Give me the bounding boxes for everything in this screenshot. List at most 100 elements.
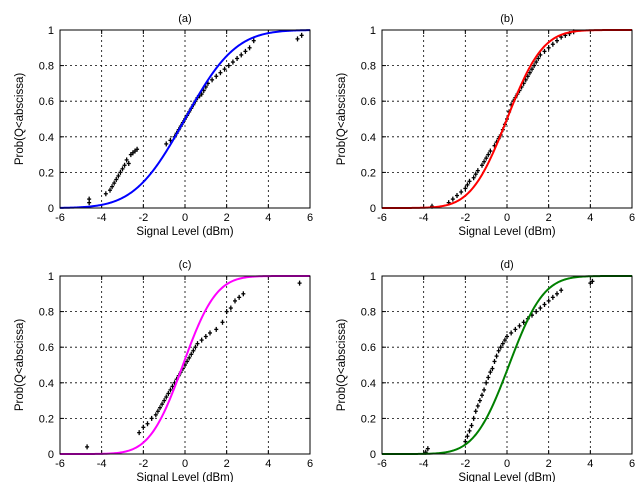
data-point	[162, 398, 167, 404]
data-point	[112, 180, 117, 186]
data-point	[103, 191, 108, 197]
data-point	[546, 298, 551, 304]
data-point	[538, 52, 543, 58]
data-point	[228, 305, 233, 311]
x-tick-label: 2	[546, 458, 552, 470]
data-point	[170, 383, 175, 389]
y-tick-label: 0.2	[39, 413, 54, 425]
data-point	[486, 152, 491, 158]
data-point	[133, 148, 137, 154]
data-point	[118, 169, 123, 175]
data-point	[555, 291, 559, 297]
data-point	[189, 351, 194, 357]
y-tick-label: 0.6	[361, 342, 376, 354]
y-tick-label: 0.2	[361, 413, 376, 425]
data-point	[484, 380, 489, 386]
data-point	[214, 73, 219, 79]
x-tick-label: 4	[265, 212, 271, 224]
data-point	[480, 162, 484, 168]
data-point	[220, 319, 225, 325]
data-point	[141, 424, 146, 430]
x-tick-label: 6	[629, 212, 635, 224]
data-point	[517, 323, 522, 329]
x-tick-label: -4	[97, 212, 107, 224]
y-tick-label: 0.2	[361, 167, 376, 179]
y-tick-label: 0	[370, 449, 376, 461]
panel-b: -6 -4 -2 0 2 4 6 0 0.2 0.4 0.6 0.8 1 (b) Signal Level …	[336, 13, 635, 238]
x-tick-label: -6	[55, 458, 65, 470]
data-point	[482, 159, 487, 165]
data-point	[465, 433, 470, 439]
data-point	[509, 330, 514, 336]
data-point	[237, 294, 242, 300]
data-point	[490, 366, 495, 372]
data-point	[538, 305, 543, 311]
data-point	[536, 55, 541, 61]
data-point	[477, 398, 482, 404]
x-tick-label: -6	[377, 212, 387, 224]
data-point	[122, 162, 127, 168]
data-point	[135, 146, 140, 152]
y-tick-label: 0.8	[39, 61, 54, 73]
x-tick-label: -2	[460, 212, 470, 224]
data-point	[208, 330, 212, 336]
data-point	[166, 390, 171, 396]
axes-frame	[381, 275, 633, 455]
data-point	[463, 439, 468, 445]
panel-title: (c)	[179, 259, 192, 271]
data-point	[149, 415, 154, 421]
data-point	[193, 344, 198, 350]
data-point	[488, 148, 493, 154]
y-axis-label: Prob(Q<abscissa)	[336, 319, 348, 412]
data-point	[137, 430, 142, 436]
data-point	[455, 193, 459, 199]
x-tick-label: -4	[419, 458, 429, 470]
y-axis-label: Prob(Q<abscissa)	[14, 73, 26, 166]
data-point	[187, 355, 192, 361]
panel-c: -6 -4 -2 0 2 4 6 0 0.2 0.4 0.6 0.8 1 (c) Signal Level …	[14, 259, 313, 482]
x-axis-label: Signal Level (dBm)	[136, 226, 233, 238]
y-tick-label: 0.8	[361, 61, 376, 73]
x-tick-label: -2	[138, 212, 148, 224]
x-tick-label: 0	[504, 458, 510, 470]
x-tick-label: 2	[224, 212, 230, 224]
y-tick-label: 0.4	[361, 132, 376, 144]
data-point	[210, 77, 215, 83]
x-tick-label: 2	[224, 458, 230, 470]
data-point	[158, 405, 162, 411]
data-point	[128, 152, 133, 158]
x-tick-label: 0	[182, 458, 188, 470]
x-tick-label: -4	[97, 458, 107, 470]
data-point	[542, 301, 547, 307]
data-point	[502, 337, 507, 343]
data-point	[241, 291, 246, 297]
data-point	[475, 168, 480, 174]
y-axis-label: Prob(Q<abscissa)	[14, 319, 26, 412]
y-tick-label: 0.4	[361, 378, 376, 390]
data-point	[153, 412, 158, 418]
data-point	[471, 415, 476, 421]
data-point	[473, 171, 478, 177]
y-tick-label: 1	[48, 25, 54, 37]
x-tick-label: 0	[182, 212, 188, 224]
data-point	[251, 38, 256, 44]
axes-frame	[59, 275, 311, 455]
data-point	[467, 428, 472, 434]
panel-d: -6 -4 -2 0 2 4 6 0 0.2 0.4 0.6 0.8 1 (d) Signal Level …	[336, 259, 635, 482]
data-point	[130, 150, 135, 156]
x-tick-label: -4	[419, 212, 429, 224]
y-tick-label: 0.6	[39, 96, 54, 108]
y-tick-label: 0.6	[361, 96, 376, 108]
data-point	[534, 309, 539, 315]
data-point	[155, 408, 160, 414]
data-point	[530, 66, 534, 72]
data-point	[482, 387, 487, 393]
x-tick-label: 4	[587, 212, 593, 224]
x-tick-label: 6	[629, 458, 635, 470]
data-point	[500, 341, 505, 347]
data-point	[214, 326, 219, 332]
axes-frame	[59, 29, 311, 209]
y-tick-label: 0	[370, 203, 376, 215]
data-point	[164, 141, 169, 147]
x-tick-label: -2	[138, 458, 148, 470]
